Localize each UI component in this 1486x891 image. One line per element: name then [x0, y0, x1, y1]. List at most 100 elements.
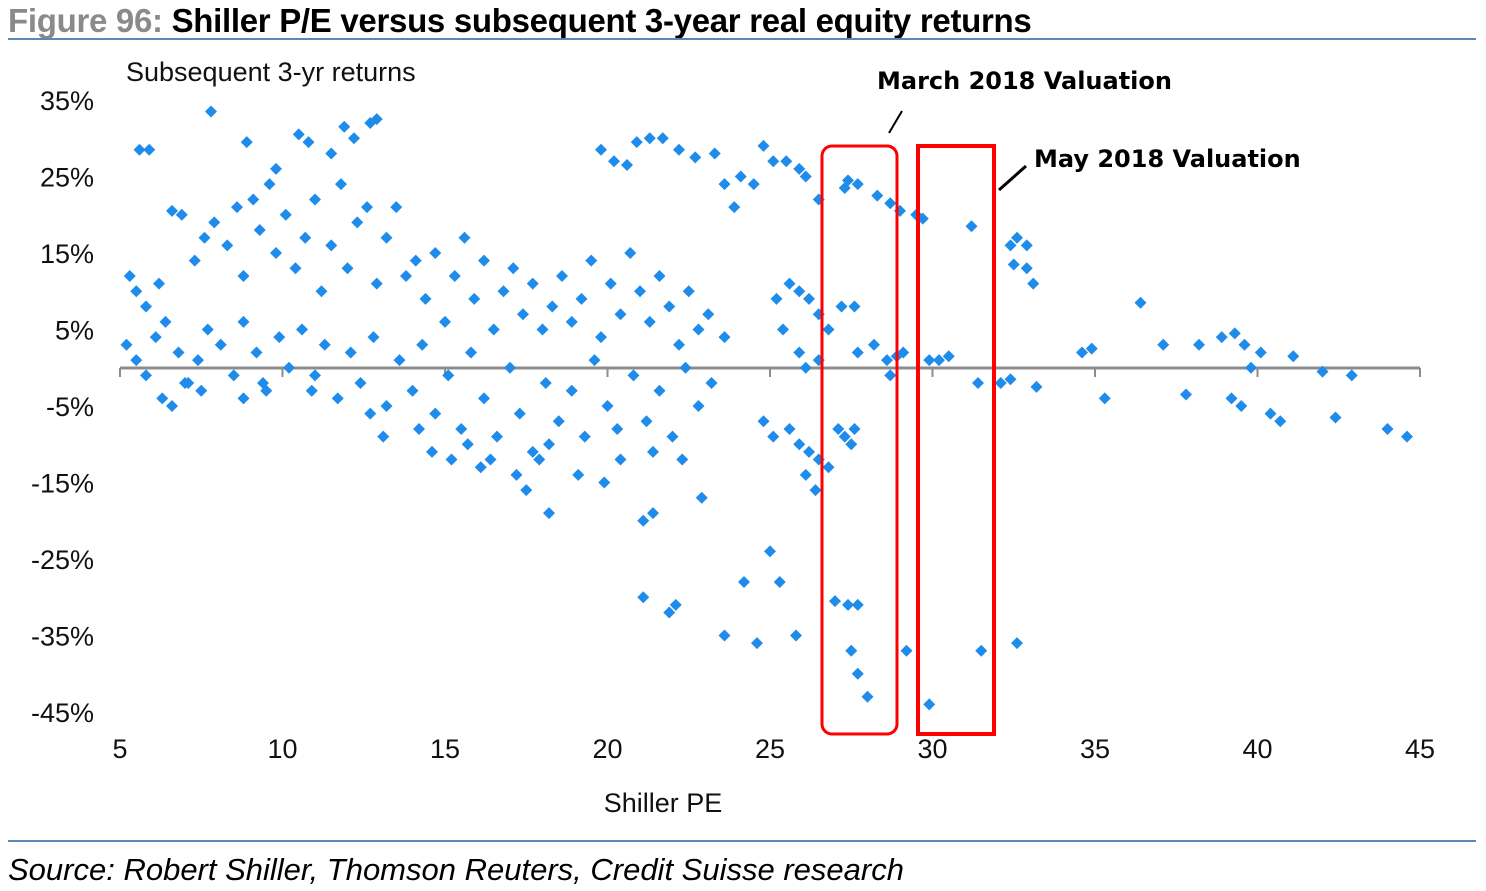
data-point: [504, 361, 516, 374]
data-point: [149, 331, 162, 344]
y-tick-label: -5%: [46, 392, 94, 422]
data-point: [175, 208, 188, 221]
data-point: [767, 155, 780, 168]
data-point: [468, 292, 481, 305]
data-point: [757, 139, 770, 152]
data-point: [611, 422, 624, 435]
data-point: [140, 369, 152, 382]
data-point: [283, 361, 295, 374]
data-point: [1180, 388, 1192, 401]
data-point: [799, 468, 812, 481]
data-point: [1098, 392, 1111, 405]
data-point: [231, 201, 243, 214]
data-point: [1264, 407, 1277, 420]
data-point: [565, 315, 578, 328]
data-point: [747, 178, 760, 191]
data-point: [442, 369, 455, 382]
data-point: [214, 338, 227, 351]
data-point: [543, 507, 555, 520]
data-point: [780, 155, 793, 168]
x-tick-label: 30: [917, 734, 947, 764]
data-point: [1329, 411, 1342, 424]
y-tick-label: 25%: [40, 163, 94, 193]
y-tick-label: -25%: [31, 545, 94, 575]
data-point: [533, 453, 546, 466]
data-point: [370, 113, 383, 126]
data-point: [520, 484, 533, 497]
data-point: [666, 430, 679, 443]
data-point: [676, 453, 689, 466]
data-point: [845, 644, 858, 657]
data-point: [923, 698, 936, 711]
data-point: [835, 300, 848, 313]
data-point: [897, 346, 910, 359]
data-point: [208, 216, 221, 229]
data-point: [1085, 342, 1098, 355]
data-point: [881, 354, 893, 367]
data-point: [465, 346, 477, 359]
data-point: [325, 239, 338, 252]
data-point: [325, 147, 338, 160]
data-point: [764, 545, 776, 558]
data-point: [478, 254, 490, 267]
data-point: [643, 315, 656, 328]
data-point: [1076, 346, 1088, 359]
data-point: [205, 105, 217, 118]
data-point: [543, 438, 555, 451]
data-point: [409, 254, 422, 267]
data-point: [455, 422, 468, 435]
data-point: [1225, 392, 1238, 405]
data-point: [429, 407, 442, 420]
data-point: [445, 453, 458, 466]
data-point: [572, 468, 585, 481]
data-point: [575, 292, 588, 305]
data-point: [1011, 231, 1023, 244]
data-point: [1020, 262, 1033, 275]
data-point: [793, 162, 806, 175]
x-tick-labels: 5 10 15 20 25 30 35 40 45: [112, 734, 1435, 764]
data-point: [497, 285, 510, 298]
data-point: [871, 189, 884, 202]
data-point: [702, 308, 715, 321]
x-tick-label: 10: [267, 734, 297, 764]
data-point: [793, 285, 806, 298]
data-point: [201, 323, 214, 336]
data-point: [637, 591, 650, 604]
data-point: [718, 178, 731, 191]
data-point: [1245, 361, 1257, 374]
data-point: [578, 430, 591, 443]
data-point: [172, 346, 185, 359]
data-point: [133, 143, 146, 156]
data-point: [1157, 338, 1170, 351]
data-point: [517, 308, 529, 321]
data-point: [253, 224, 266, 237]
data-point: [1193, 338, 1205, 351]
title-text: Shiller P/E versus subsequent 3-year rea…: [162, 2, 1032, 39]
figure-label: Figure 96:: [8, 2, 163, 39]
data-point: [130, 285, 143, 298]
data-point: [380, 231, 393, 244]
data-point: [130, 354, 143, 367]
data-point: [790, 629, 802, 642]
data-point: [393, 354, 406, 367]
data-point: [331, 392, 344, 405]
data-point: [429, 247, 442, 259]
data-point: [751, 637, 763, 650]
data-point: [822, 461, 835, 474]
march-2018-highlight-box: [820, 144, 899, 736]
data-point: [487, 323, 500, 336]
data-point: [595, 331, 607, 344]
data-point: [718, 629, 731, 642]
data-point: [689, 151, 702, 164]
data-point: [1228, 327, 1241, 340]
data-point: [1287, 350, 1300, 363]
data-point: [994, 377, 1007, 390]
data-point: [653, 269, 666, 282]
data-point: [793, 346, 806, 359]
data-point: [166, 204, 178, 217]
data-point: [354, 377, 367, 390]
data-point: [302, 136, 315, 149]
data-point: [663, 606, 676, 619]
data-point: [884, 369, 897, 382]
